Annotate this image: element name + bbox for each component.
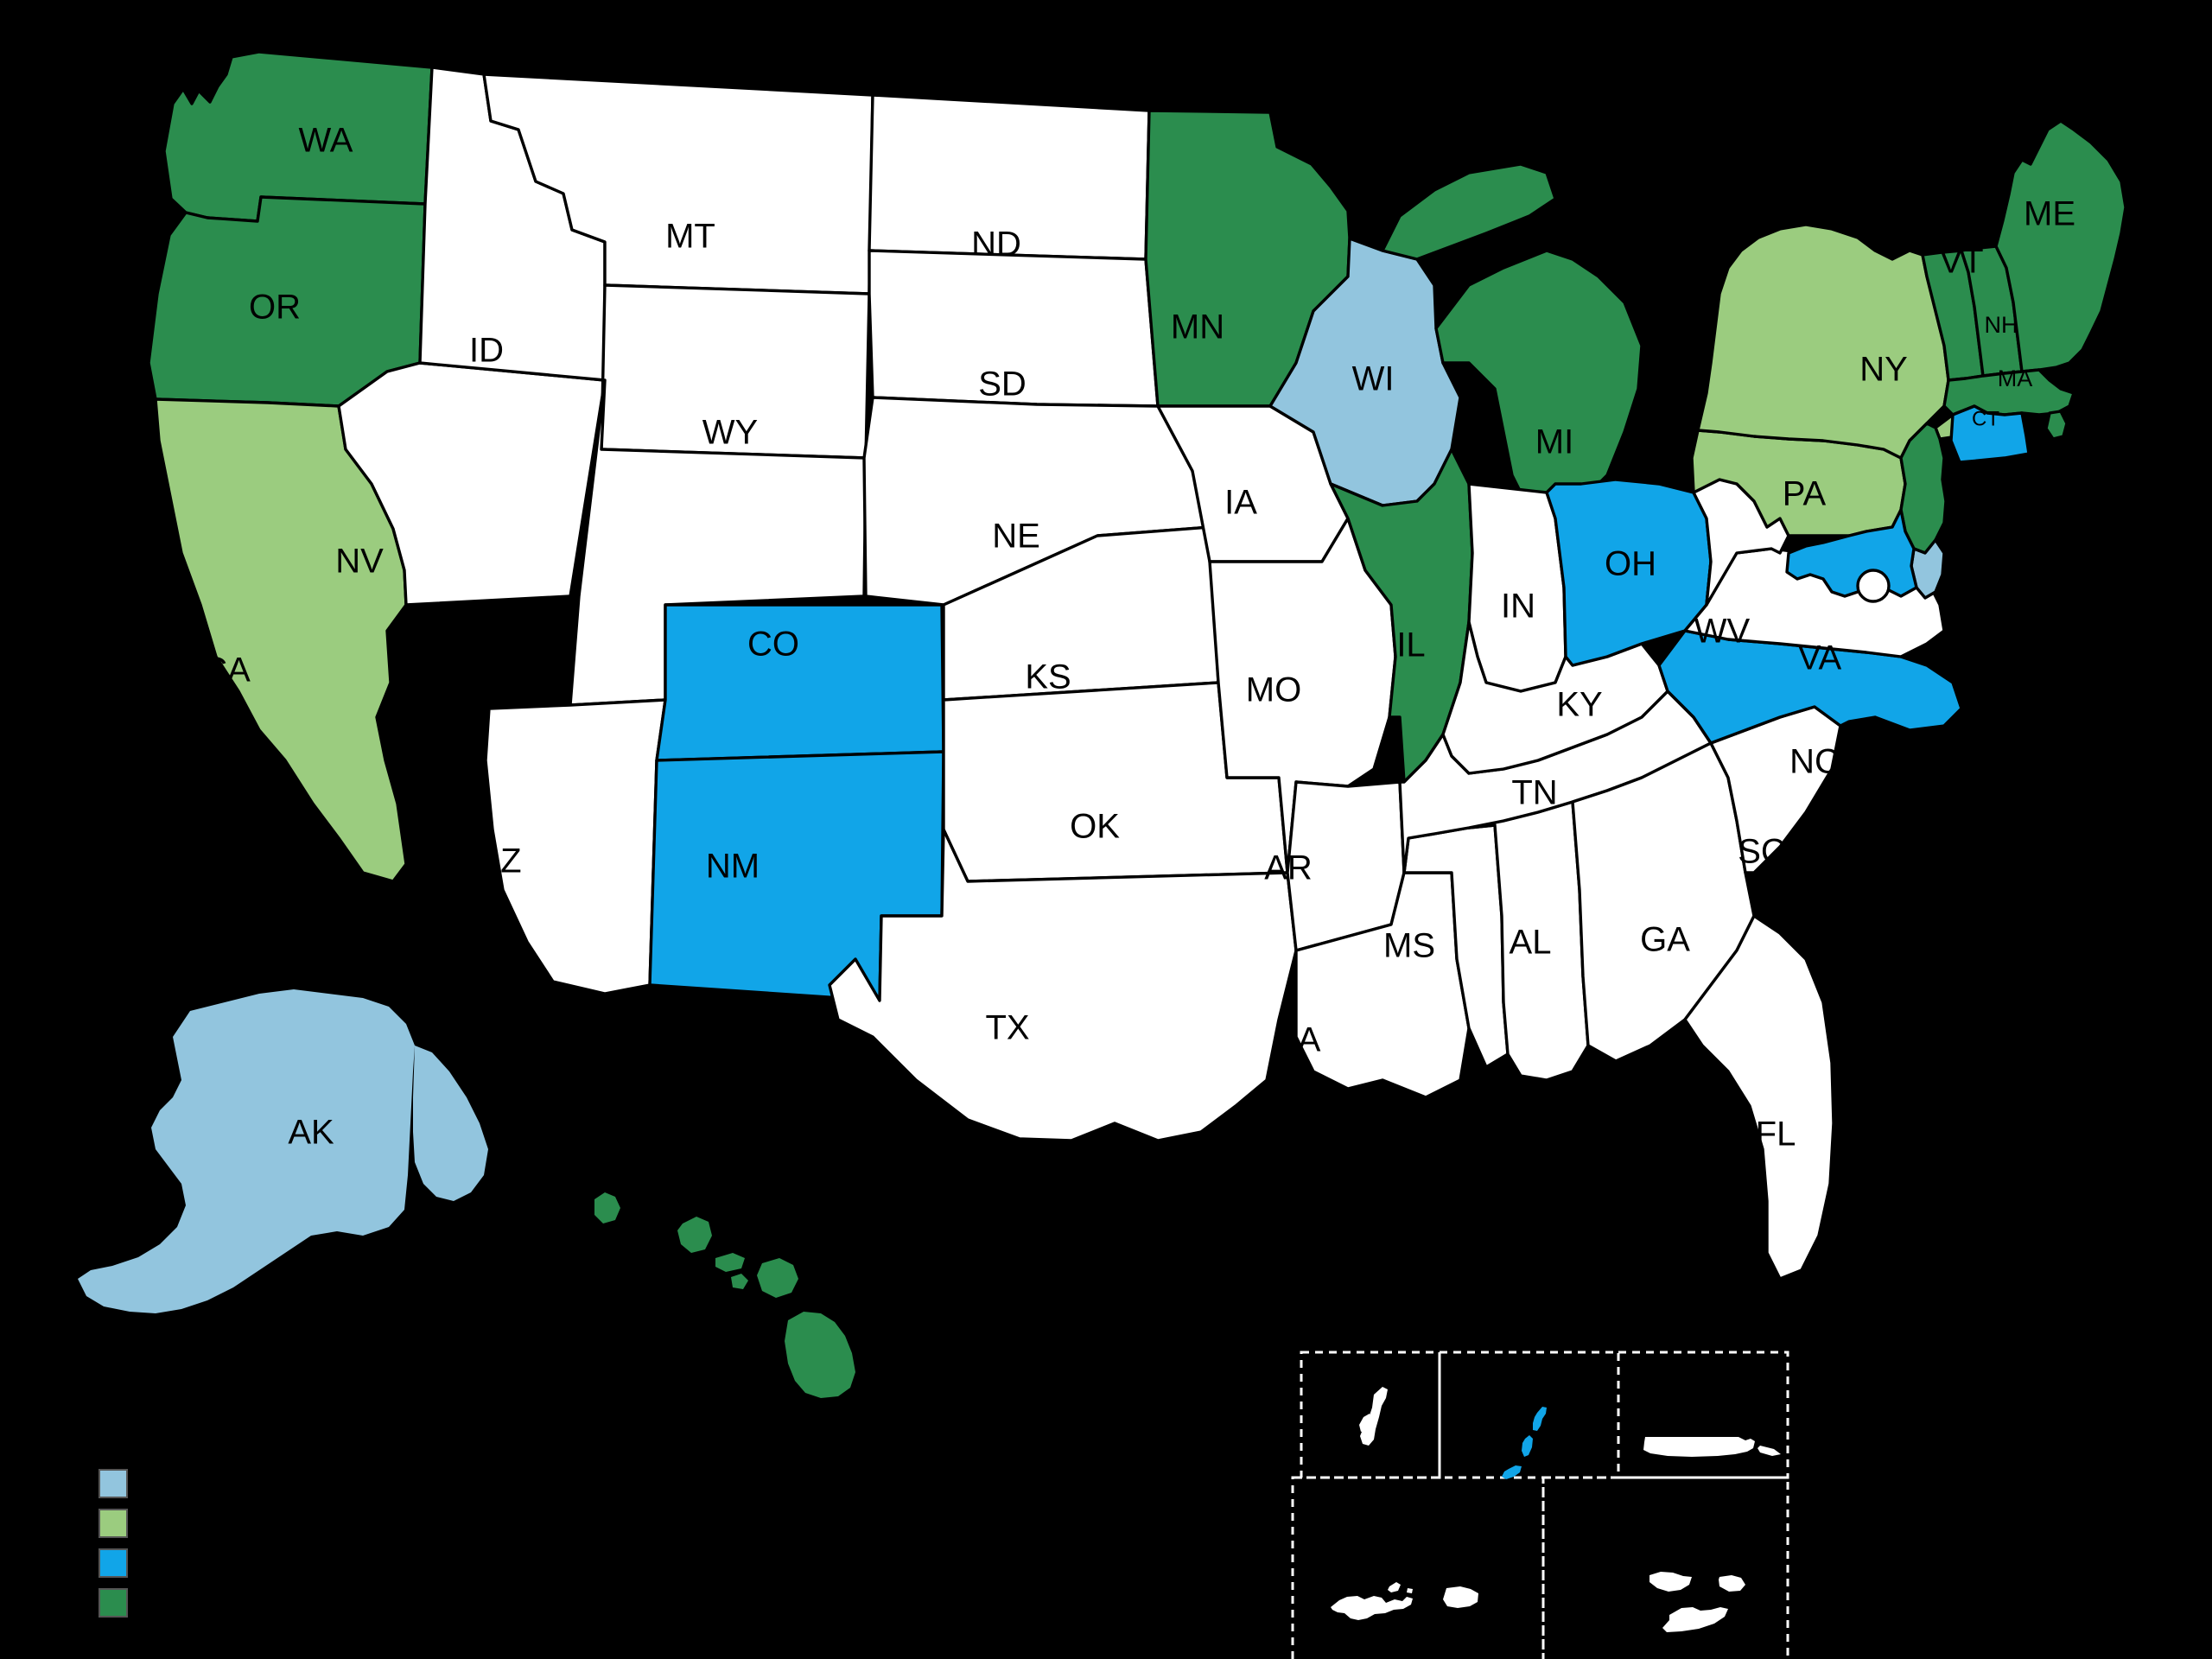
inset-cell-northern-mariana bbox=[1438, 1351, 1620, 1479]
territory-northern-mariana bbox=[1502, 1407, 1547, 1479]
state-wa[interactable] bbox=[162, 50, 434, 223]
state-in[interactable] bbox=[1467, 482, 1567, 693]
state-nd[interactable] bbox=[868, 93, 1151, 261]
state-co[interactable] bbox=[655, 603, 945, 762]
state-fl[interactable] bbox=[1683, 914, 1835, 1281]
territory-virgin-islands bbox=[1649, 1572, 1745, 1632]
state-az[interactable] bbox=[484, 698, 667, 995]
state-wy[interactable] bbox=[600, 283, 871, 460]
territories-inset bbox=[1291, 1351, 1789, 1659]
state-tx[interactable] bbox=[828, 828, 1298, 1142]
state-dc[interactable] bbox=[1856, 569, 1891, 603]
state-wi[interactable] bbox=[1268, 237, 1462, 507]
states-layer bbox=[78, 50, 2127, 1398]
inset-cell-virgin-islands bbox=[1541, 1476, 1789, 1659]
inset-cell-american-samoa bbox=[1291, 1476, 1545, 1659]
territory-american-samoa bbox=[1331, 1582, 1478, 1620]
legend-swatch-4[interactable] bbox=[99, 1588, 128, 1618]
territory-puerto-rico bbox=[1643, 1437, 1781, 1457]
legend-swatch-3[interactable] bbox=[99, 1548, 128, 1578]
territory-guam bbox=[1359, 1387, 1388, 1446]
state-ak[interactable] bbox=[78, 989, 488, 1313]
state-sd[interactable] bbox=[868, 249, 1160, 408]
inset-cell-puerto-rico bbox=[1617, 1351, 1789, 1479]
state-label-ut: UT bbox=[520, 596, 566, 634]
state-ri[interactable] bbox=[2044, 410, 2069, 441]
state-ct[interactable] bbox=[1949, 404, 2031, 464]
state-hi[interactable] bbox=[594, 1192, 855, 1398]
state-mi[interactable] bbox=[1381, 162, 1643, 520]
legend-swatch-2[interactable] bbox=[99, 1509, 128, 1538]
legend-swatch-1[interactable] bbox=[99, 1469, 128, 1498]
state-nv[interactable] bbox=[337, 361, 607, 607]
